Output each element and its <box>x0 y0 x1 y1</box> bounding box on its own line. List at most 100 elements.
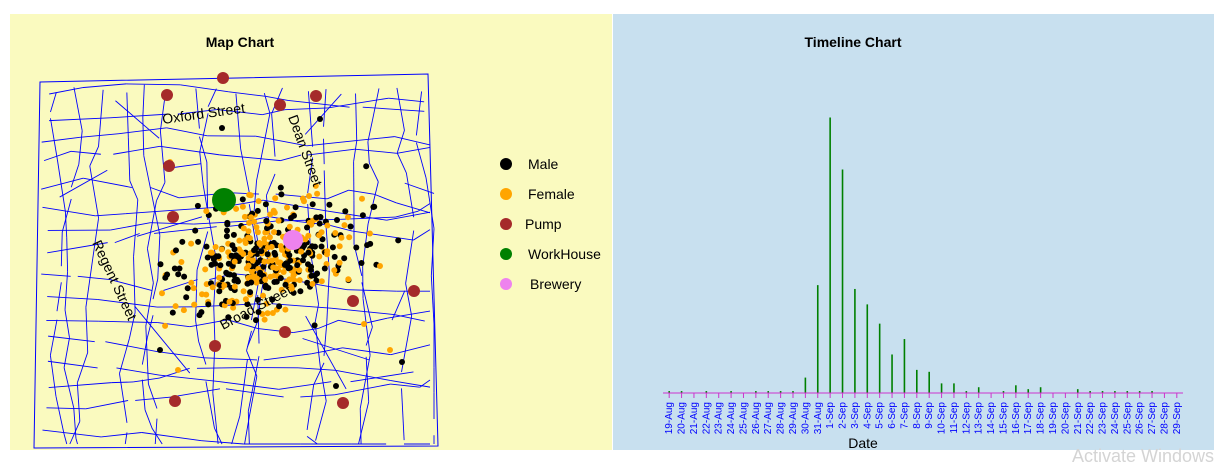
street-segment <box>49 88 82 94</box>
female-death-point <box>267 274 273 280</box>
female-death-point <box>240 204 246 210</box>
male-death-point <box>287 258 293 264</box>
legend-label-female: Female <box>528 186 575 202</box>
male-death-point <box>305 250 311 256</box>
street-segment <box>148 384 157 408</box>
male-death-point <box>333 383 339 389</box>
street-segment <box>281 155 301 161</box>
male-death-point <box>308 267 314 273</box>
male-death-point <box>172 266 178 272</box>
street-label-broad: Broad Street <box>217 282 294 333</box>
male-death-point <box>205 301 211 307</box>
street-segment <box>160 146 220 155</box>
street-segment <box>130 181 138 200</box>
male-death-point <box>342 208 348 214</box>
death-points <box>157 116 405 389</box>
female-death-point <box>162 323 168 329</box>
female-death-point <box>261 236 267 242</box>
male-death-point <box>330 244 336 250</box>
x-tick-label: 15-Sep <box>998 402 1009 435</box>
female-death-point <box>191 302 197 308</box>
x-tick-label: 16-Sep <box>1011 402 1022 435</box>
male-death-point <box>173 247 179 253</box>
street-segment <box>42 137 80 142</box>
street-segment <box>406 173 413 217</box>
x-tick-label: 13-Sep <box>974 402 985 435</box>
female-death-point <box>345 276 351 282</box>
female-death-point <box>271 229 277 235</box>
street-segment <box>254 181 256 212</box>
female-death-point <box>245 235 251 241</box>
x-tick-label: 11-Sep <box>949 402 960 434</box>
street-label-oxford: Oxford Street <box>161 100 246 127</box>
female-death-point <box>337 243 343 249</box>
street-segment <box>155 419 157 444</box>
male-death-point <box>293 204 299 210</box>
female-death-point <box>346 234 352 240</box>
male-death-point <box>224 228 230 234</box>
female-death-point <box>203 208 209 214</box>
x-tick-label: 6-Sep <box>887 402 898 429</box>
x-tick-label: 21-Aug <box>689 402 700 434</box>
male-death-point <box>309 243 315 249</box>
street-segment <box>48 361 98 368</box>
street-segment <box>143 118 144 156</box>
street-segment <box>199 341 206 364</box>
map-chart-panel: Map Chart Oxford Street Dean Street Rege… <box>10 14 612 450</box>
street-segment <box>180 85 229 92</box>
x-tick-label: 18-Sep <box>1036 402 1047 435</box>
street-segment <box>86 400 128 408</box>
street-segment <box>318 320 338 328</box>
male-death-point <box>175 271 181 277</box>
street-segment <box>47 297 97 300</box>
male-death-point <box>234 277 240 283</box>
street-segment <box>147 249 153 283</box>
street-segment <box>128 138 129 181</box>
street-segment <box>77 352 87 382</box>
female-death-point <box>244 265 250 271</box>
female-death-point <box>324 248 330 254</box>
street-segment <box>134 200 138 257</box>
street-segment <box>373 88 379 120</box>
x-tick-label: 26-Aug <box>751 402 762 434</box>
x-tick-label: 27-Sep <box>1147 402 1158 435</box>
female-death-point <box>262 259 268 265</box>
street-segment <box>67 238 68 271</box>
street-segment <box>220 155 281 161</box>
activate-windows-watermark: Activate Windows <box>1072 446 1214 467</box>
map-legend: Male Female Pump WorkHouse Brewery <box>500 156 601 292</box>
street-segment <box>285 108 328 110</box>
street-segment <box>147 201 156 249</box>
male-death-point <box>263 201 269 207</box>
street-segment <box>368 120 373 142</box>
female-death-point <box>272 210 278 216</box>
street-segment <box>50 118 57 159</box>
street-segment <box>369 163 378 182</box>
street-segment <box>156 182 164 200</box>
street-segment <box>391 345 430 355</box>
legend-marker-brewery <box>500 278 512 290</box>
street-segment <box>115 233 140 242</box>
female-death-point <box>265 310 271 316</box>
street-segment <box>311 348 342 354</box>
female-death-point <box>301 198 307 204</box>
street-segment <box>64 338 69 368</box>
street-segment <box>241 149 250 193</box>
x-tick-label: 8-Sep <box>912 402 923 429</box>
street-segment <box>197 232 208 270</box>
male-death-point <box>224 221 230 227</box>
street-segment <box>60 170 108 197</box>
male-death-point <box>181 274 187 280</box>
street-segment <box>110 114 168 118</box>
female-death-point <box>233 206 239 212</box>
pump-point <box>167 211 179 223</box>
street-segment <box>74 87 82 130</box>
street-segment <box>200 152 203 184</box>
street-segment <box>126 210 171 213</box>
male-death-point <box>258 248 264 254</box>
female-death-point <box>359 196 365 202</box>
male-death-point <box>157 347 163 353</box>
x-tick-label: 25-Sep <box>1122 402 1133 435</box>
male-death-point <box>225 271 231 277</box>
